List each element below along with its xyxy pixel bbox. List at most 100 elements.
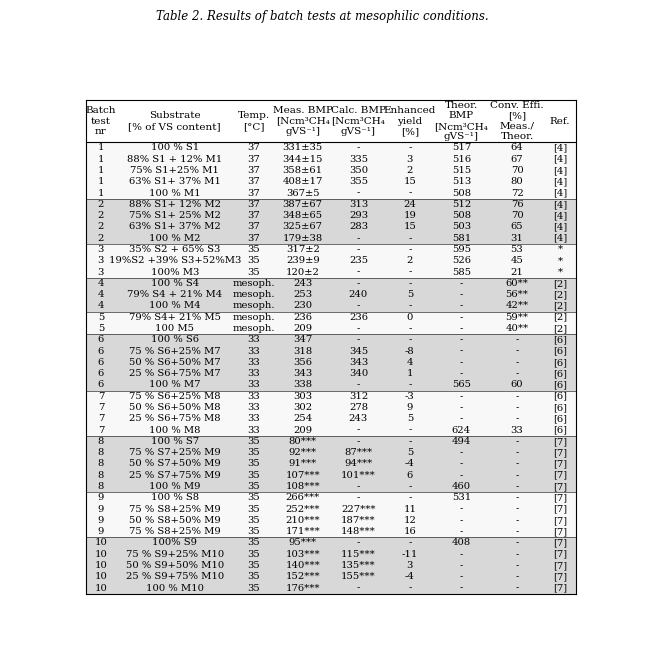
Text: 278: 278 [349,403,368,412]
Text: 100 % S4: 100 % S4 [150,279,199,288]
Text: -: - [357,437,360,446]
Text: -: - [408,335,412,344]
Text: [4]: [4] [553,178,568,186]
Text: [7]: [7] [553,572,567,582]
Bar [86,391,575,436]
Text: 100 % M1: 100 % M1 [149,188,201,198]
Text: 2: 2 [98,222,104,231]
Text: 35: 35 [248,549,261,559]
Text: 155***: 155*** [341,572,375,582]
Text: 387±67: 387±67 [283,200,322,209]
Bar [86,278,575,312]
Text: 35: 35 [248,539,261,547]
Text: 408±17: 408±17 [283,178,323,186]
Text: -11: -11 [402,549,418,559]
Text: 517: 517 [451,143,471,153]
Text: [2]: [2] [553,302,567,310]
Text: [7]: [7] [553,505,567,514]
Text: [7]: [7] [553,584,567,592]
Text: 6: 6 [98,358,104,367]
Text: 101***: 101*** [341,471,376,480]
Text: 8: 8 [98,448,104,457]
Text: 100 % S8: 100 % S8 [151,493,199,502]
Text: 25 % S6+75% M7: 25 % S6+75% M7 [129,369,221,378]
Bar [86,436,575,492]
Bar [86,142,575,199]
Text: 236: 236 [349,313,368,322]
Text: 33: 33 [248,403,261,412]
Text: 70: 70 [511,211,524,220]
Text: -: - [460,460,463,468]
Text: 338: 338 [293,381,312,389]
Text: -: - [460,302,463,310]
Text: 100 % M8: 100 % M8 [149,425,201,435]
Text: 95***: 95*** [289,539,317,547]
Text: 37: 37 [248,143,261,153]
Text: 345: 345 [349,346,368,356]
Text: -: - [357,482,360,491]
Text: 75 % S8+25% M9: 75 % S8+25% M9 [129,505,221,514]
Text: 45: 45 [511,257,524,265]
Text: 5: 5 [98,324,104,333]
Text: 176***: 176*** [286,584,320,592]
Text: -: - [515,358,519,367]
Text: [7]: [7] [553,448,567,457]
Text: -: - [515,403,519,412]
Text: 348±65: 348±65 [283,211,322,220]
Text: -: - [357,425,360,435]
Text: -: - [515,482,519,491]
Text: 37: 37 [248,222,261,231]
Text: 53: 53 [511,245,524,254]
Text: 75 % S7+25% M9: 75 % S7+25% M9 [129,448,221,457]
Text: 33: 33 [248,392,261,401]
Text: 11: 11 [403,505,417,514]
Text: 37: 37 [248,211,261,220]
Text: 16: 16 [404,527,416,536]
Text: -: - [460,324,463,333]
Text: 7: 7 [98,403,104,412]
Text: -: - [460,392,463,401]
Text: 10: 10 [95,561,107,570]
Text: 515: 515 [451,166,471,175]
Text: 235: 235 [349,257,368,265]
Text: 312: 312 [349,392,368,401]
Text: 4: 4 [97,279,104,288]
Text: 79% S4+ 21% M5: 79% S4+ 21% M5 [129,313,221,322]
Text: [2]: [2] [553,324,567,333]
Text: 35: 35 [248,437,261,446]
Text: -: - [515,572,519,582]
Text: 35: 35 [248,482,261,491]
Text: 508: 508 [451,188,471,198]
Text: 581: 581 [451,234,471,243]
Text: 148***: 148*** [341,527,376,536]
Text: 25 % S7+75% M9: 25 % S7+75% M9 [129,471,221,480]
Text: 19%S2 +39% S3+52%M3: 19%S2 +39% S3+52%M3 [108,257,241,265]
Text: -: - [515,437,519,446]
Text: 236: 236 [293,313,312,322]
Text: 12: 12 [404,516,416,525]
Text: 115***: 115*** [341,549,376,559]
Text: 356: 356 [293,358,312,367]
Text: Substrate
[% of VS content]: Substrate [% of VS content] [128,111,221,131]
Text: [4]: [4] [553,211,568,220]
Text: -: - [460,584,463,592]
Text: 60: 60 [511,381,523,389]
Text: 227***: 227*** [341,505,375,514]
Text: 252***: 252*** [286,505,320,514]
Text: -: - [460,572,463,582]
Text: 2: 2 [407,166,413,175]
Text: -: - [357,324,360,333]
Text: 33: 33 [248,346,261,356]
Bar [86,334,575,391]
Text: Conv. Effi.
[%]
Meas./
Theor.: Conv. Effi. [%] Meas./ Theor. [490,101,544,141]
Text: 243: 243 [349,414,368,423]
Text: -: - [515,471,519,480]
Text: -3: -3 [405,392,415,401]
Text: -: - [515,527,519,536]
Text: -: - [460,403,463,412]
Text: [6]: [6] [553,425,567,435]
Text: 358±61: 358±61 [283,166,322,175]
Text: 35: 35 [248,561,261,570]
Text: 8: 8 [98,460,104,468]
Text: 303: 303 [293,392,312,401]
